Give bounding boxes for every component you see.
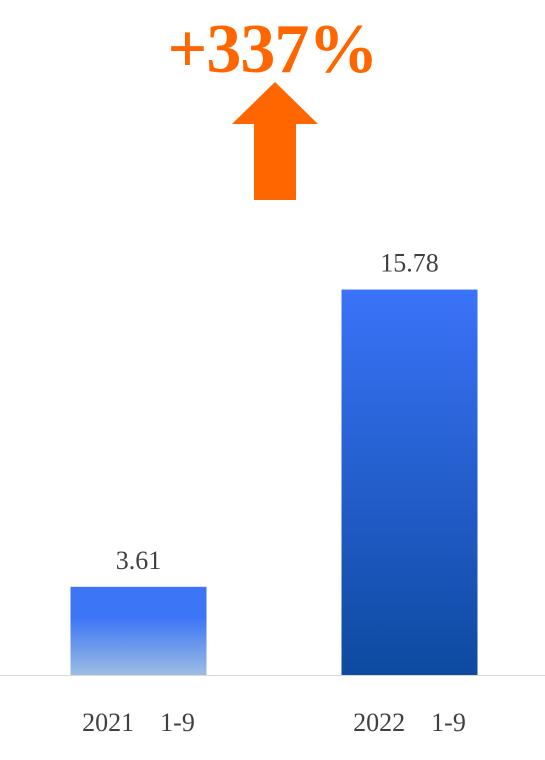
data-labels-layer: 3.61 15.78 (116, 249, 439, 575)
data-label-2021: 3.61 (116, 546, 162, 575)
category-label-2021: 2021 1-9 (82, 708, 195, 737)
data-label-2022: 15.78 (380, 249, 439, 278)
category-labels-layer: 2021 1-9 2022 1-9 (82, 708, 466, 737)
growth-percentage-label: +337% (167, 11, 379, 88)
bars-layer (70, 289, 478, 675)
growth-arrow-icon (232, 82, 318, 200)
category-label-2022: 2022 1-9 (353, 708, 466, 737)
bar-2021 (70, 586, 207, 675)
bar-2022 (341, 289, 478, 675)
